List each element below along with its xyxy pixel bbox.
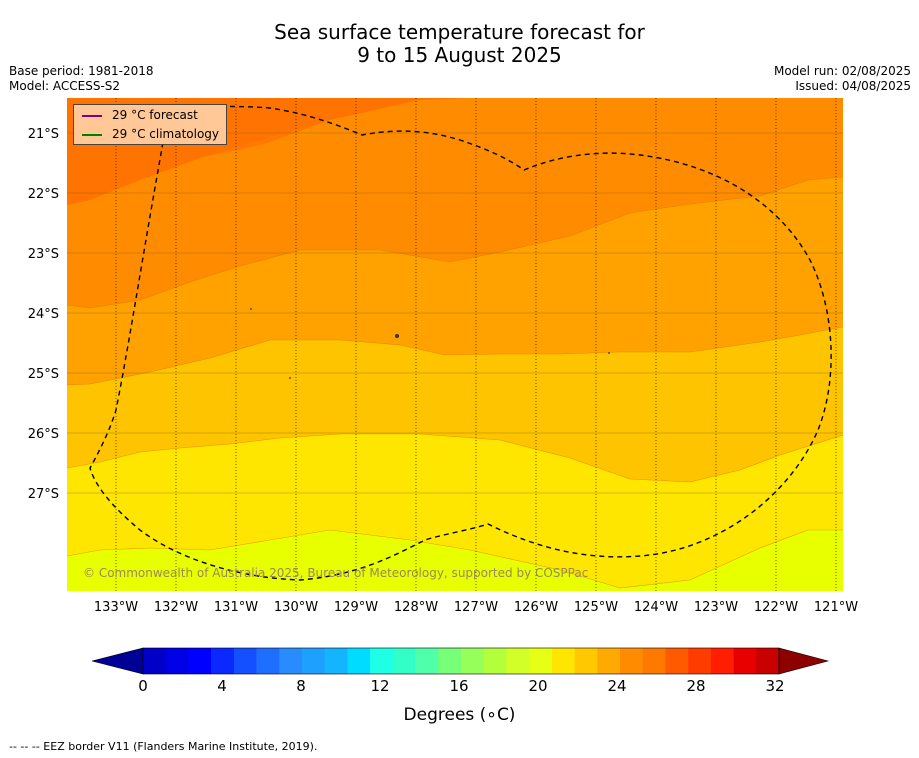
colorbar-segment bbox=[392, 648, 416, 674]
contour-legend: 29 °C forecast 29 °C climatology bbox=[73, 104, 227, 145]
lon-tick-label: 126°W bbox=[514, 600, 558, 615]
sst-contour-fill bbox=[67, 98, 843, 591]
colorbar-tick-label: 32 bbox=[765, 677, 785, 695]
map-title-line2: 9 to 15 August 2025 bbox=[357, 43, 562, 67]
colorbar-segment bbox=[642, 648, 666, 674]
colorbar-tick-label: 12 bbox=[370, 677, 390, 695]
lon-tick-label: 133°W bbox=[94, 600, 138, 615]
colorbar-tick-label: 28 bbox=[686, 677, 706, 695]
longitude-axis: 133°W 132°W 131°W 130°W 129°W 128°W 127°… bbox=[94, 600, 858, 615]
colorbar-segment bbox=[688, 648, 712, 674]
colorbar-segment bbox=[756, 648, 780, 674]
colorbar-border bbox=[142, 647, 780, 675]
island bbox=[608, 352, 610, 354]
lat-tick-label: 21°S bbox=[28, 127, 59, 142]
island bbox=[289, 377, 291, 379]
lon-tick-label: 127°W bbox=[454, 600, 498, 615]
eez-footnote: -- -- -- EEZ border V11 (Flanders Marine… bbox=[9, 740, 318, 753]
colorbar-segment bbox=[233, 648, 257, 674]
colorbar-segment bbox=[461, 648, 485, 674]
colorbar-segment bbox=[211, 648, 235, 674]
sst-band-26 bbox=[67, 177, 843, 385]
sst-band-27 bbox=[67, 98, 843, 308]
colorbar-segment bbox=[347, 648, 371, 674]
model-text: Model: ACCESS-S2 bbox=[9, 79, 121, 93]
colorbar-segment bbox=[188, 648, 212, 674]
colorbar-unit-label: Degrees (∘C) bbox=[403, 705, 516, 725]
lon-tick-label: 122°W bbox=[754, 600, 798, 615]
island bbox=[395, 334, 399, 338]
colorbar-segment bbox=[620, 648, 644, 674]
colorbar-segment bbox=[483, 648, 507, 674]
legend-climatology-swatch bbox=[82, 134, 102, 136]
sst-band-23 bbox=[67, 530, 843, 591]
eez-border bbox=[89, 105, 832, 581]
lon-tick-label: 131°W bbox=[214, 600, 258, 615]
sst-band-25 bbox=[67, 327, 843, 482]
lon-tick-label: 128°W bbox=[394, 600, 438, 615]
colorbar-tick-label: 16 bbox=[449, 677, 469, 695]
contour-lines bbox=[67, 176, 843, 589]
longitude-gridlines bbox=[115, 98, 837, 591]
colorbar-tick-label: 24 bbox=[607, 677, 627, 695]
island bbox=[250, 308, 252, 310]
colorbar bbox=[91, 647, 830, 675]
colorbar-segment bbox=[279, 648, 303, 674]
colorbar-low-extension bbox=[91, 647, 144, 675]
colorbar-segment bbox=[574, 648, 598, 674]
lat-tick-label: 25°S bbox=[28, 367, 59, 382]
lon-tick-label: 132°W bbox=[154, 600, 198, 615]
colorbar-high-extension bbox=[778, 647, 830, 675]
colorbar-segment bbox=[302, 648, 326, 674]
colorbar-segment bbox=[597, 648, 621, 674]
colorbar-tick-label: 0 bbox=[138, 677, 148, 695]
lon-tick-label: 129°W bbox=[334, 600, 378, 615]
colorbar-segment bbox=[438, 648, 462, 674]
lat-tick-label: 23°S bbox=[28, 247, 59, 262]
base-period-text: Base period: 1981-2018 bbox=[9, 64, 154, 78]
lon-tick-label: 124°W bbox=[634, 600, 678, 615]
copyright-text: © Commonwealth of Australia 2025, Bureau… bbox=[83, 566, 589, 580]
lon-tick-label: 130°W bbox=[274, 600, 318, 615]
colorbar-segment bbox=[370, 648, 394, 674]
latitude-gridlines bbox=[67, 132, 843, 494]
latitude-axis: 21°S 22°S 23°S 24°S 25°S 26°S 27°S bbox=[28, 127, 59, 502]
lon-tick-label: 121°W bbox=[814, 600, 858, 615]
colorbar-segment bbox=[165, 648, 189, 674]
lat-tick-label: 24°S bbox=[28, 307, 59, 322]
legend-climatology-label: 29 °C climatology bbox=[112, 127, 220, 141]
legend-forecast-label: 29 °C forecast bbox=[112, 108, 198, 122]
colorbar-segment bbox=[256, 648, 280, 674]
lat-tick-label: 22°S bbox=[28, 187, 59, 202]
lat-tick-label: 26°S bbox=[28, 427, 59, 442]
colorbar-segment bbox=[506, 648, 530, 674]
colorbar-segment bbox=[551, 648, 575, 674]
colorbar-segment bbox=[143, 648, 167, 674]
colorbar-segment bbox=[710, 648, 734, 674]
colorbar-tick-label: 20 bbox=[528, 677, 548, 695]
colorbar-tick-label: 8 bbox=[296, 677, 306, 695]
lon-tick-label: 123°W bbox=[694, 600, 738, 615]
islands bbox=[250, 308, 610, 379]
legend-forecast-swatch bbox=[82, 115, 102, 117]
map-title-line1: Sea surface temperature forecast for bbox=[274, 20, 645, 44]
colorbar-segment bbox=[415, 648, 439, 674]
lon-tick-label: 125°W bbox=[574, 600, 618, 615]
issued-text: Issued: 04/08/2025 bbox=[795, 79, 911, 93]
colorbar-tick-label: 4 bbox=[217, 677, 227, 695]
sst-band-24 bbox=[67, 434, 843, 588]
colorbar-segment bbox=[733, 648, 757, 674]
model-run-text: Model run: 02/08/2025 bbox=[773, 64, 911, 78]
lat-tick-label: 27°S bbox=[28, 487, 59, 502]
colorbar-segment bbox=[665, 648, 689, 674]
colorbar-segment bbox=[324, 648, 348, 674]
colorbar-segment bbox=[529, 648, 553, 674]
